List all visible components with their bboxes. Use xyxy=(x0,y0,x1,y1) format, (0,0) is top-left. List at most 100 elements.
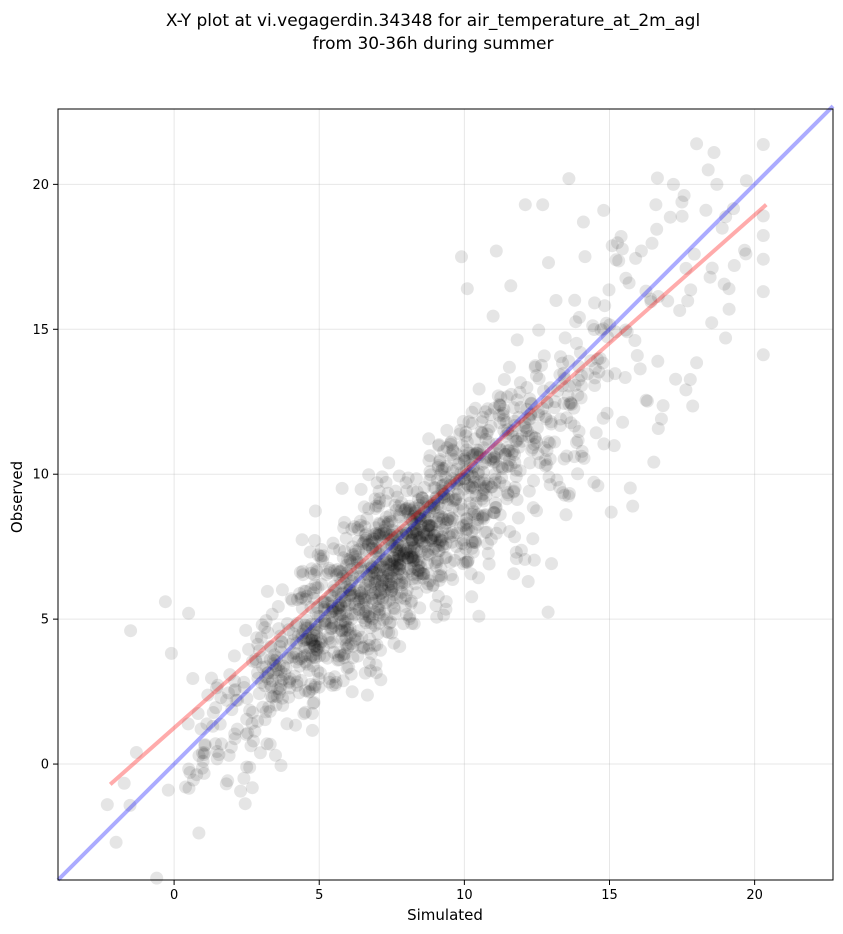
scatter-point xyxy=(435,491,449,505)
scatter-point xyxy=(325,610,339,624)
scatter-point xyxy=(439,537,453,551)
scatter-point xyxy=(501,488,515,502)
scatter-point xyxy=(427,481,441,494)
scatter-point xyxy=(334,617,348,630)
scatter-point xyxy=(223,668,237,682)
scatter-point xyxy=(460,523,474,536)
scatter-point xyxy=(430,515,444,529)
scatter-point xyxy=(411,564,425,577)
scatter-point xyxy=(494,443,507,457)
scatter-point xyxy=(528,360,542,374)
scatter-point xyxy=(341,553,355,566)
scatter-point xyxy=(391,537,404,551)
scatter-point xyxy=(402,564,416,578)
scatter-point xyxy=(337,576,351,590)
scatter-point xyxy=(501,459,514,473)
scatter-point xyxy=(500,390,514,404)
scatter-point xyxy=(417,567,431,581)
scatter-point xyxy=(369,521,383,535)
scatter-point xyxy=(298,684,312,698)
scatter-point xyxy=(298,626,312,640)
scatter-point xyxy=(388,559,402,573)
scatter-point xyxy=(586,319,600,333)
scatter-point xyxy=(423,465,437,479)
scatter-point xyxy=(392,469,406,483)
scatter-point xyxy=(258,621,272,635)
scatter-point xyxy=(328,678,342,692)
scatter-point xyxy=(544,417,558,431)
scatter-point xyxy=(501,444,515,458)
scatter-point xyxy=(489,484,503,498)
scatter-point xyxy=(186,773,200,787)
scatter-point xyxy=(192,826,206,840)
scatter-point xyxy=(687,247,701,261)
scatter-point xyxy=(587,323,601,336)
scatter-point xyxy=(435,461,449,475)
scatter-point xyxy=(461,468,475,482)
scatter-point xyxy=(374,587,387,601)
scatter-point xyxy=(302,685,316,699)
scatter-point xyxy=(211,678,225,692)
scatter-point xyxy=(379,527,393,541)
scatter-point xyxy=(357,555,371,569)
scatter-point xyxy=(548,395,562,409)
scatter-point xyxy=(325,595,339,609)
scatter-point xyxy=(393,640,407,653)
scatter-point xyxy=(589,426,603,440)
scatter-point xyxy=(368,586,382,599)
scatter-point xyxy=(251,637,265,651)
scatter-point xyxy=(307,637,321,651)
scatter-point xyxy=(686,399,700,413)
scatter-point xyxy=(600,406,614,420)
scatter-point xyxy=(435,534,449,548)
scatter-point xyxy=(337,648,351,662)
scatter-point xyxy=(383,593,396,607)
scatter-point xyxy=(362,569,376,583)
scatter-point xyxy=(486,309,500,323)
scatter-point xyxy=(355,630,369,644)
scatter-point xyxy=(338,515,351,529)
scatter-point xyxy=(560,449,574,463)
scatter-point xyxy=(421,523,435,537)
scatter-point xyxy=(272,686,286,700)
scatter-point xyxy=(521,575,535,588)
scatter-point xyxy=(303,545,317,559)
scatter-point xyxy=(309,647,323,661)
scatter-point xyxy=(518,198,532,212)
scatter-point xyxy=(360,688,374,702)
scatter-point xyxy=(261,666,275,680)
scatter-point xyxy=(399,476,413,490)
scatter-point xyxy=(571,433,585,447)
scatter-point xyxy=(263,704,277,718)
scatter-point xyxy=(568,293,582,307)
scatter-point xyxy=(493,475,507,489)
scatter-point xyxy=(488,467,502,481)
scatter-point xyxy=(386,550,400,564)
scatter-point xyxy=(756,285,770,299)
scatter-point xyxy=(266,666,280,680)
scatter-point xyxy=(251,666,264,680)
scatter-point xyxy=(287,646,301,660)
scatter-point xyxy=(370,476,384,490)
scatter-point xyxy=(348,600,362,614)
scatter-point xyxy=(406,484,420,498)
scatter-point xyxy=(306,696,320,710)
scatter-point xyxy=(497,409,510,423)
scatter-point xyxy=(489,244,503,258)
scatter-point xyxy=(459,451,473,465)
scatter-point xyxy=(261,672,275,686)
scatter-point xyxy=(457,482,471,496)
scatter-point xyxy=(398,523,412,537)
scatter-point xyxy=(557,366,571,380)
scatter-point xyxy=(221,774,235,788)
scatter-point xyxy=(422,518,436,532)
scatter-point xyxy=(304,566,318,580)
scatter-point xyxy=(213,717,227,731)
scatter-point xyxy=(487,505,501,519)
scatter-point xyxy=(443,514,457,528)
scatter-point xyxy=(431,497,445,511)
scatter-point xyxy=(240,760,254,774)
scatter-point xyxy=(361,642,375,656)
scatter-point xyxy=(432,511,445,525)
